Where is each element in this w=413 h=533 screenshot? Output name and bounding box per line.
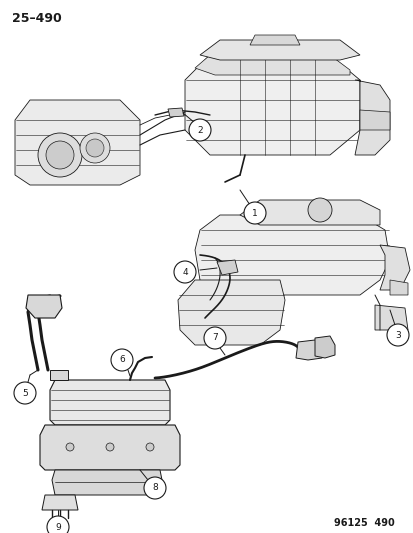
Circle shape xyxy=(80,133,110,163)
Circle shape xyxy=(386,324,408,346)
Polygon shape xyxy=(15,100,140,185)
Polygon shape xyxy=(50,380,170,425)
Text: 96125  490: 96125 490 xyxy=(333,518,394,528)
Polygon shape xyxy=(185,55,359,155)
Text: 7: 7 xyxy=(211,334,217,343)
Polygon shape xyxy=(42,495,78,510)
Circle shape xyxy=(173,261,195,283)
Circle shape xyxy=(38,133,82,177)
Text: 4: 4 xyxy=(182,268,188,277)
Circle shape xyxy=(243,202,266,224)
Polygon shape xyxy=(354,80,389,155)
Circle shape xyxy=(307,198,331,222)
Circle shape xyxy=(14,382,36,404)
Polygon shape xyxy=(50,370,68,380)
Text: 5: 5 xyxy=(22,389,28,398)
Polygon shape xyxy=(240,200,379,225)
Text: 9: 9 xyxy=(55,522,61,531)
Circle shape xyxy=(46,141,74,169)
Circle shape xyxy=(66,443,74,451)
Polygon shape xyxy=(40,425,180,470)
Polygon shape xyxy=(26,295,62,318)
Circle shape xyxy=(146,443,154,451)
Polygon shape xyxy=(359,110,389,130)
Text: 1: 1 xyxy=(252,208,257,217)
Text: 2: 2 xyxy=(197,125,202,134)
Circle shape xyxy=(86,139,104,157)
Polygon shape xyxy=(389,280,407,295)
Circle shape xyxy=(47,516,69,533)
Polygon shape xyxy=(199,40,359,60)
Polygon shape xyxy=(379,245,409,290)
Polygon shape xyxy=(216,260,237,275)
Polygon shape xyxy=(374,305,407,330)
Polygon shape xyxy=(295,340,321,360)
Text: 8: 8 xyxy=(152,483,157,492)
Circle shape xyxy=(189,119,211,141)
Circle shape xyxy=(106,443,114,451)
Circle shape xyxy=(204,327,225,349)
Polygon shape xyxy=(314,336,334,358)
Polygon shape xyxy=(195,55,349,75)
Circle shape xyxy=(144,477,166,499)
Text: 3: 3 xyxy=(394,330,400,340)
Circle shape xyxy=(111,349,133,371)
Text: 6: 6 xyxy=(119,356,125,365)
Text: 25–490: 25–490 xyxy=(12,12,62,25)
Polygon shape xyxy=(52,470,161,495)
Polygon shape xyxy=(168,108,183,117)
Polygon shape xyxy=(249,35,299,45)
Polygon shape xyxy=(178,280,284,345)
Polygon shape xyxy=(195,215,389,295)
